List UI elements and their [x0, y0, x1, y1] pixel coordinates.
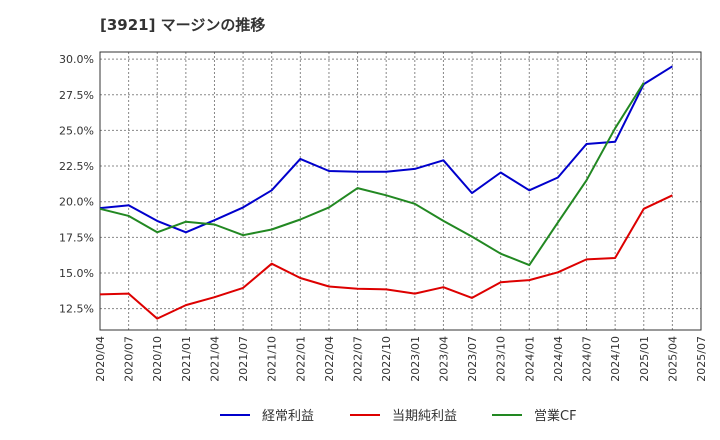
- series-lines: [99, 65, 673, 320]
- x-tick-label: 2022/04: [323, 336, 336, 382]
- x-tick-label: 2024/01: [523, 336, 536, 382]
- x-tick-label: 2025/07: [695, 336, 708, 382]
- x-tick-label: 2021/01: [180, 336, 193, 382]
- x-axis-tick-labels: 2020/04 2020/07 2020/10 2021/01 2021/04 2021/…: [94, 336, 708, 382]
- x-tick-label: 2020/04: [94, 336, 107, 382]
- plot-area-frame: [99, 51, 702, 331]
- x-tick-label: 2021/10: [266, 336, 279, 382]
- y-tick-label: 30.0%: [59, 53, 94, 66]
- x-tick-label: 2024/07: [581, 336, 594, 382]
- y-tick-label: 15.0%: [59, 267, 94, 280]
- x-tick-label: 2024/10: [609, 336, 622, 382]
- x-tick-label: 2022/07: [352, 336, 365, 382]
- legend-label: 当期純利益: [392, 409, 457, 424]
- legend-label: 経常利益: [262, 409, 314, 424]
- legend: 経常利益 当期純利益 営業CF: [220, 408, 577, 424]
- x-tick-label: 2025/04: [666, 336, 679, 382]
- chart-title: [3921] マージンの推移: [100, 16, 266, 34]
- x-tick-label: 2020/07: [123, 336, 136, 382]
- series-line-1: [99, 194, 673, 320]
- legend-label: 営業CF: [534, 408, 577, 424]
- y-axis-tick-labels: 12.5% 15.0% 17.5% 20.0% 22.5% 25.0% 27.5% 30.0%: [59, 53, 94, 315]
- x-tick-label: 2021/07: [237, 336, 250, 382]
- series-line-0: [99, 65, 673, 234]
- x-tick-label: 2021/04: [208, 336, 221, 382]
- x-tick-label: 2020/10: [151, 336, 164, 382]
- y-tick-label: 27.5%: [59, 89, 94, 102]
- grid-lines: [99, 52, 702, 330]
- x-tick-label: 2023/07: [466, 336, 479, 382]
- x-tick-label: 2023/10: [495, 336, 508, 382]
- x-tick-label: 2025/01: [638, 336, 651, 382]
- x-tick-label: 2023/04: [437, 336, 450, 382]
- x-tick-label: 2022/01: [294, 336, 307, 382]
- y-tick-label: 17.5%: [59, 231, 94, 244]
- x-tick-label: 2024/04: [552, 336, 565, 382]
- x-tick-label: 2022/10: [380, 336, 393, 382]
- series-line-2: [99, 82, 645, 267]
- x-tick-label: 2023/01: [409, 336, 422, 382]
- y-tick-label: 22.5%: [59, 160, 94, 173]
- y-tick-label: 20.0%: [59, 196, 94, 209]
- y-tick-label: 12.5%: [59, 303, 94, 316]
- y-tick-label: 25.0%: [59, 124, 94, 137]
